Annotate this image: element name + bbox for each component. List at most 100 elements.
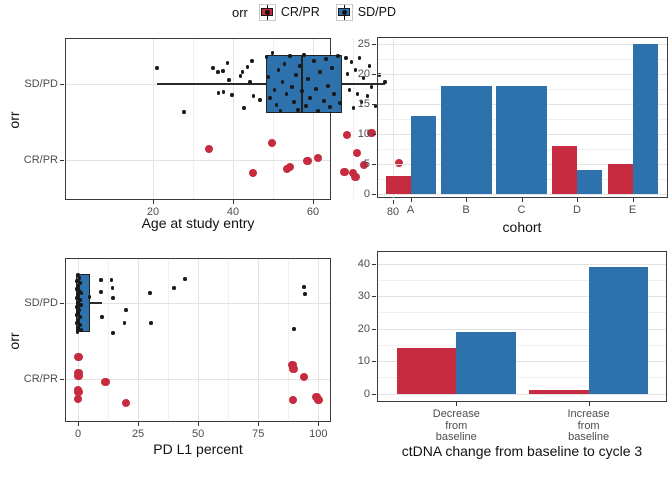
jitter-point-sdpd (345, 72, 350, 76)
jitter-point-crpr (340, 167, 349, 177)
jitter-point-crpr (74, 352, 83, 362)
y-tick-label: 30 (357, 290, 370, 302)
x-tick-label: C (517, 204, 526, 216)
jitter-point-sdpd (78, 298, 82, 302)
y-tick-label: CR/PR (23, 154, 58, 166)
jitter-point-sdpd (264, 55, 269, 59)
jitter-point-sdpd (312, 59, 316, 63)
x-tick-mark (521, 198, 523, 202)
jitter-point-sdpd (76, 318, 81, 322)
x-tick-mark (393, 200, 395, 204)
jitter-point-crpr (204, 144, 214, 154)
x-tick-mark (577, 198, 579, 202)
gridline-minor (378, 344, 666, 346)
jitter-point-sdpd (78, 315, 83, 319)
jitter-point-sdpd (284, 92, 289, 96)
x-tick-mark (153, 200, 155, 204)
x-tick-mark (78, 422, 80, 426)
x-tick-label: 100 (309, 428, 328, 440)
jitter-point-sdpd (78, 323, 82, 327)
jitter-point-sdpd (76, 293, 80, 297)
jitter-point-sdpd (182, 110, 186, 114)
jitter-point-sdpd (100, 315, 104, 319)
jitter-point-crpr (394, 158, 404, 168)
jitter-point-crpr (367, 128, 376, 138)
jitter-point-sdpd (314, 87, 318, 91)
jitter-point-sdpd (76, 326, 80, 330)
jitter-point-sdpd (75, 330, 80, 334)
jitter-point-sdpd (183, 277, 187, 281)
gridline-major (378, 296, 666, 297)
jitter-point-sdpd (308, 96, 312, 100)
legend-label-crpr: CR/PR (280, 5, 320, 19)
x-tick-label: baseline (435, 431, 477, 443)
x-tick-mark (138, 422, 140, 426)
gridline-minor (288, 259, 290, 421)
jitter-point-crpr (351, 172, 360, 182)
jitter-point-sdpd (357, 56, 362, 60)
jitter-point-crpr (285, 162, 295, 172)
panel-pdl1-vs-orr (65, 258, 331, 422)
x-axis-title-ctdna: ctDNA change from baseline to cycle 3 (401, 443, 643, 459)
gridline-minor (168, 259, 170, 421)
x-tick-mark (258, 422, 260, 426)
jitter-point-sdpd (278, 109, 283, 113)
jitter-point-crpr (303, 156, 312, 166)
bar-cr-pr (396, 348, 457, 394)
jitter-point-sdpd (292, 100, 296, 104)
jitter-point-crpr (101, 377, 110, 387)
x-tick-label: 60 (306, 206, 320, 218)
y-tick-mark (372, 263, 376, 265)
y-tick-mark (60, 84, 64, 86)
jitter-point-sdpd (296, 108, 300, 112)
jitter-point-crpr (313, 153, 323, 163)
legend-label-sdpd: SD/PD (357, 5, 396, 19)
x-tick-label: A (406, 204, 415, 216)
bar-sd-pd (440, 86, 492, 195)
gridline-major (233, 39, 234, 199)
bar-sd-pd (456, 331, 516, 394)
jitter-point-sdpd (227, 78, 231, 82)
jitter-point-sdpd (369, 85, 374, 89)
gridline-minor (378, 312, 666, 314)
bar-sd-pd (588, 266, 649, 394)
y-tick-mark (60, 379, 64, 381)
jitter-point-sdpd (79, 303, 83, 307)
jitter-point-sdpd (74, 313, 79, 317)
jitter-point-crpr (342, 130, 352, 140)
y-tick-mark (60, 160, 64, 162)
jitter-point-sdpd (324, 57, 328, 61)
y-tick-label: 0 (363, 188, 370, 201)
jitter-point-sdpd (76, 289, 81, 293)
jitter-point-sdpd (298, 64, 302, 68)
y-tick-mark (372, 134, 376, 136)
y-tick-label: SD/PD (24, 297, 58, 309)
x-axis-title-cohort: cohort (502, 219, 542, 235)
jitter-point-sdpd (238, 74, 243, 78)
y-tick-label: 20 (357, 322, 370, 335)
jitter-point-sdpd (276, 68, 281, 72)
jitter-point-crpr (74, 387, 83, 397)
gridline-major (378, 393, 666, 395)
y-tick-mark (372, 74, 376, 76)
x-tick-mark (233, 200, 235, 204)
jitter-point-sdpd (318, 70, 322, 74)
boxplot-median-line (301, 55, 304, 113)
y-tick-mark (372, 328, 376, 330)
y-tick-label: CR/PR (23, 373, 58, 385)
jitter-point-sdpd (280, 80, 285, 84)
x-tick-label: 20 (146, 206, 160, 218)
jitter-point-sdpd (383, 80, 387, 84)
jitter-point-sdpd (76, 311, 80, 315)
gridline-major (258, 259, 260, 421)
jitter-point-sdpd (359, 100, 364, 104)
x-tick-label: Decrease (432, 408, 480, 420)
bar-sd-pd (410, 116, 436, 195)
bar-sd-pd (632, 44, 658, 195)
gridline-minor (273, 39, 274, 199)
bar-cr-pr (552, 146, 577, 195)
x-tick-label: 25 (131, 428, 145, 440)
jitter-point-sdpd (373, 104, 378, 108)
jitter-point-sdpd (347, 88, 352, 92)
jitter-point-sdpd (355, 92, 360, 96)
